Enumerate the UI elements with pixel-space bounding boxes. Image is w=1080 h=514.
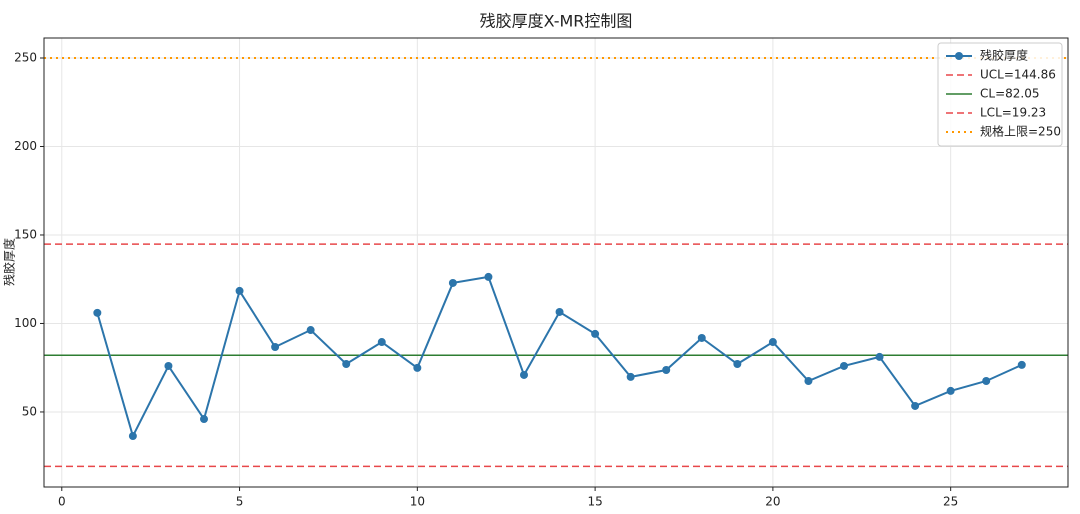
x-tick-label: 25 [943,495,958,509]
data-point [840,361,848,370]
data-point [982,376,991,385]
x-tick-label: 10 [410,495,425,509]
x-tick-label: 15 [587,495,602,509]
y-tick-label: 250 [14,50,37,64]
data-point [520,370,528,379]
x-tick-label: 20 [765,495,780,509]
y-tick-label: 150 [14,227,37,241]
data-point [271,343,280,352]
data-point [911,401,920,410]
legend-box [937,42,1063,147]
data-point [875,352,884,361]
data-point [164,361,173,370]
data-point [413,363,422,372]
data-point [200,415,208,424]
data-point [128,432,137,441]
data-point [342,359,351,368]
data-point [235,286,244,295]
data-point [662,366,671,375]
legend-label: 规格上限=250 [980,124,1061,139]
legend-marker [955,52,963,60]
x-tick-label: 0 [58,495,66,509]
data-point [591,329,600,338]
y-axis-label: 残胶厚度 [2,238,17,286]
legend-label: CL=82.05 [980,87,1039,101]
legend: 残胶厚度 UCL=144.86 CL=82.05 LCL=19.23 规格上限=250 [937,42,1063,147]
data-point [484,272,493,281]
y-tick-label: 100 [14,316,37,330]
data-point [1017,360,1026,369]
legend-label: 残胶厚度 [980,48,1028,63]
data-point [733,359,742,368]
x-tick-label: 5 [236,495,244,509]
data-point [946,386,955,395]
data-point [768,338,777,347]
data-point [93,308,102,317]
data-point [306,326,315,335]
data-point [448,278,457,287]
data-point [697,333,706,342]
chart-title: 残胶厚度X-MR控制图 [480,12,633,31]
legend-label: UCL=144.86 [980,68,1056,82]
y-tick-label: 50 [22,404,37,418]
data-point [555,307,564,316]
data-point [804,376,813,385]
y-tick-label: 200 [14,139,37,153]
plot-frame [43,37,1069,488]
legend-label: LCL=19.23 [980,106,1046,120]
data-point [626,372,635,381]
data-point [377,338,386,347]
